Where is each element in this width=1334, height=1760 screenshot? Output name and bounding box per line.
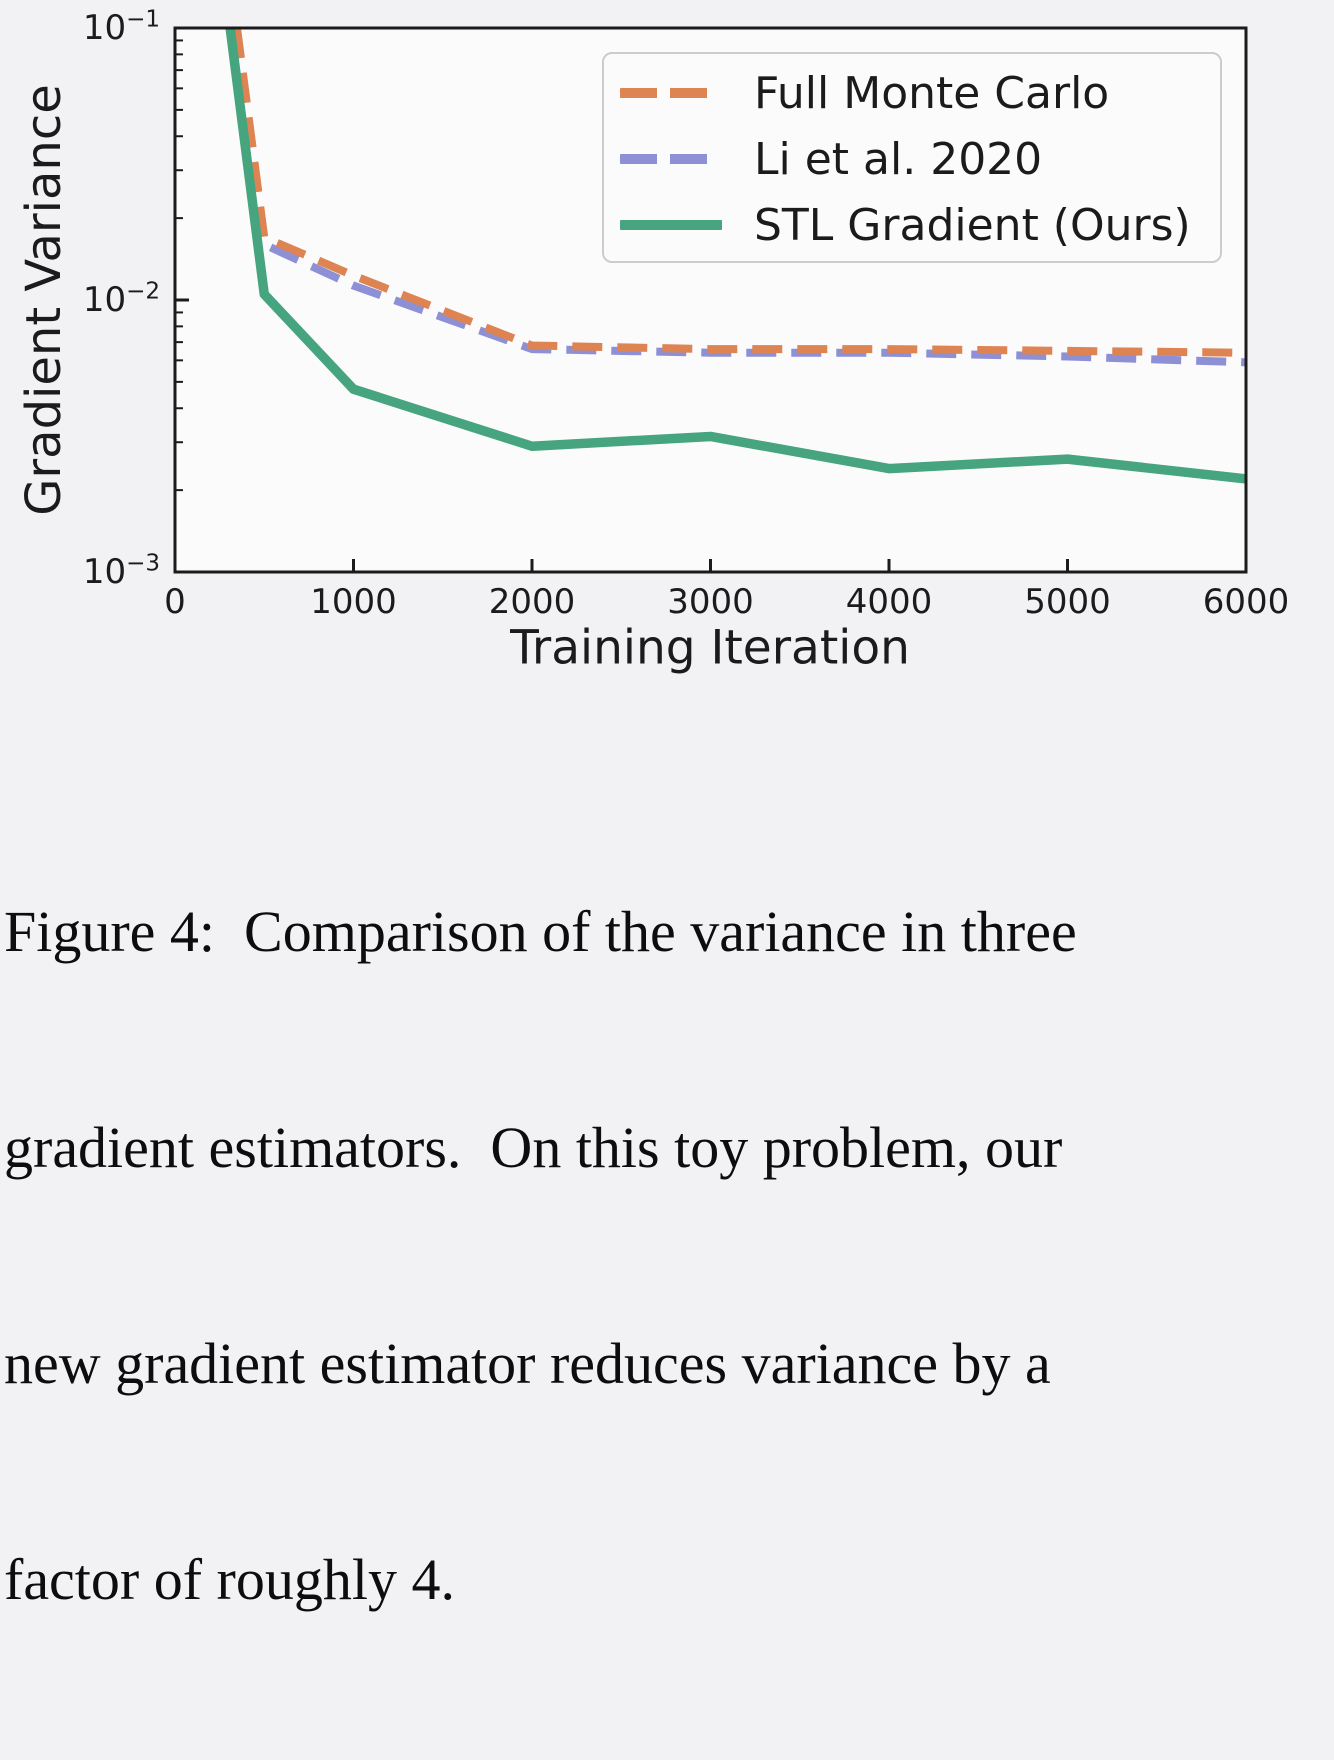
legend-line-sample-dashed-orange [620, 88, 722, 98]
y-tick-exponent: −1 [126, 6, 160, 33]
plot-legend: Full Monte Carlo Li et al. 2020 STL Grad… [602, 52, 1222, 263]
series-line-stl-gradient-ours- [225, 28, 1246, 484]
y-tick-label: 10−3 [0, 550, 160, 594]
x-tick-label: 6000 [1202, 582, 1290, 622]
x-tick-label: 5000 [1024, 582, 1111, 622]
x-axis-label: Training Iteration [510, 620, 910, 676]
caption-line: factor of roughly 4. [4, 1547, 455, 1612]
x-tick-label: 4000 [845, 582, 933, 622]
x-tick-label: 2000 [488, 582, 576, 622]
series-line-full-monte-carlo [232, 28, 1246, 357]
x-tick-label: 1000 [310, 582, 397, 622]
x-tick-label: 0 [164, 582, 186, 622]
y-axis-label: Gradient Variance [16, 84, 72, 516]
legend-entry-full-monte-carlo: Full Monte Carlo [620, 60, 1220, 126]
y-tick-mantissa: 10 [82, 280, 127, 320]
legend-line-sample-solid-green [620, 220, 722, 230]
legend-entry-stl-gradient: STL Gradient (Ours) [620, 192, 1220, 258]
y-tick-label: 10−1 [0, 6, 160, 50]
x-tick-label: 3000 [667, 582, 754, 622]
legend-line-sample-dashed-purple [620, 154, 722, 164]
legend-entry-li-et-al-2020: Li et al. 2020 [620, 126, 1220, 192]
legend-label: Full Monte Carlo [754, 67, 1110, 119]
figure-caption: Figure 4: Comparison of the variance in … [4, 752, 1334, 1760]
y-tick-label: 10−2 [0, 278, 160, 322]
legend-label: Li et al. 2020 [754, 133, 1043, 185]
caption-line: gradient estimators. On this toy problem… [4, 1115, 1063, 1180]
legend-label: STL Gradient (Ours) [754, 199, 1191, 251]
plot-spines [173, 26, 1248, 574]
caption-line: Figure 4: Comparison of the variance in … [4, 899, 1077, 964]
y-tick-mantissa: 10 [82, 552, 127, 592]
y-tick-mantissa: 10 [82, 8, 127, 48]
y-tick-exponent: −2 [126, 278, 160, 305]
caption-line: new gradient estimator reduces variance … [4, 1331, 1051, 1396]
figure-4: 10−1 10−2 10−3 0 1000 2000 3000 4000 5000 6000 G… [0, 6, 1290, 1612]
y-tick-exponent: −3 [126, 550, 160, 577]
